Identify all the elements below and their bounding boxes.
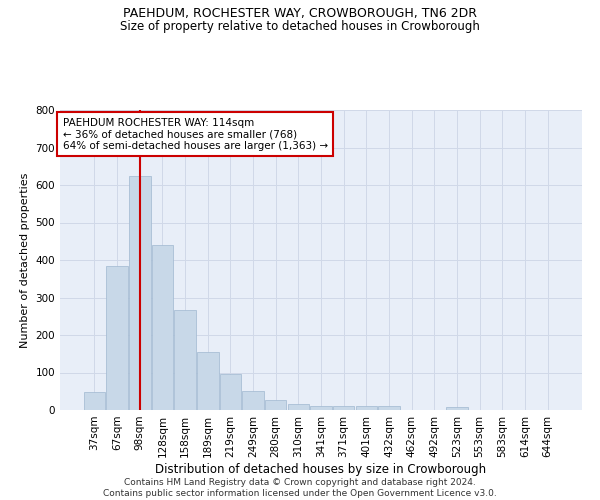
Bar (446, 407, 467, 410)
Bar (333, 406, 355, 410)
Bar (265, 400, 286, 410)
Bar (356, 406, 377, 410)
Bar (310, 406, 332, 410)
Text: Size of property relative to detached houses in Crowborough: Size of property relative to detached ho… (120, 20, 480, 33)
X-axis label: Distribution of detached houses by size in Crowborough: Distribution of detached houses by size … (155, 462, 487, 475)
Bar (220, 374, 241, 410)
Bar (242, 390, 264, 410)
Bar (152, 245, 173, 410)
Y-axis label: Number of detached properties: Number of detached properties (20, 172, 30, 348)
Text: PAEHDUM ROCHESTER WAY: 114sqm
← 36% of detached houses are smaller (768)
64% of : PAEHDUM ROCHESTER WAY: 114sqm ← 36% of d… (62, 118, 328, 150)
Bar (378, 406, 400, 410)
Bar (175, 310, 196, 410)
Text: Contains HM Land Registry data © Crown copyright and database right 2024.
Contai: Contains HM Land Registry data © Crown c… (103, 478, 497, 498)
Bar (129, 176, 151, 410)
Bar (106, 266, 128, 410)
Text: PAEHDUM, ROCHESTER WAY, CROWBOROUGH, TN6 2DR: PAEHDUM, ROCHESTER WAY, CROWBOROUGH, TN6… (123, 8, 477, 20)
Bar (287, 404, 309, 410)
Bar (84, 392, 105, 410)
Bar (197, 352, 218, 410)
